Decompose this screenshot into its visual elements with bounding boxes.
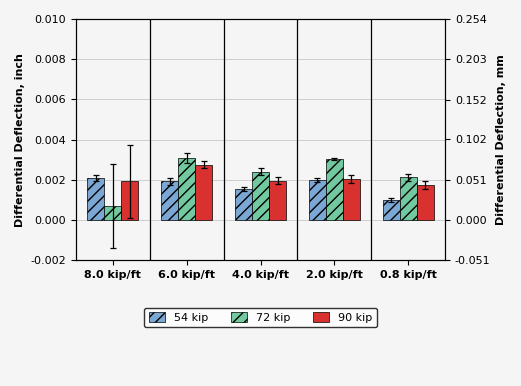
Bar xyxy=(383,200,400,220)
Bar xyxy=(343,179,360,220)
Bar xyxy=(88,178,104,220)
Bar xyxy=(309,180,326,220)
Bar xyxy=(269,181,286,220)
Legend: 54 kip, 72 kip, 90 kip: 54 kip, 72 kip, 90 kip xyxy=(144,308,377,327)
Bar xyxy=(400,178,417,220)
Bar xyxy=(326,159,343,220)
Bar xyxy=(178,158,195,220)
Y-axis label: Differential Deflection, mm: Differential Deflection, mm xyxy=(496,54,506,225)
Bar xyxy=(252,172,269,220)
Bar xyxy=(417,185,433,220)
Bar xyxy=(121,181,139,220)
Bar xyxy=(162,181,178,220)
Y-axis label: Differential Deflection, inch: Differential Deflection, inch xyxy=(15,53,25,227)
Bar xyxy=(104,206,121,220)
Bar xyxy=(195,165,212,220)
Bar xyxy=(235,190,252,220)
